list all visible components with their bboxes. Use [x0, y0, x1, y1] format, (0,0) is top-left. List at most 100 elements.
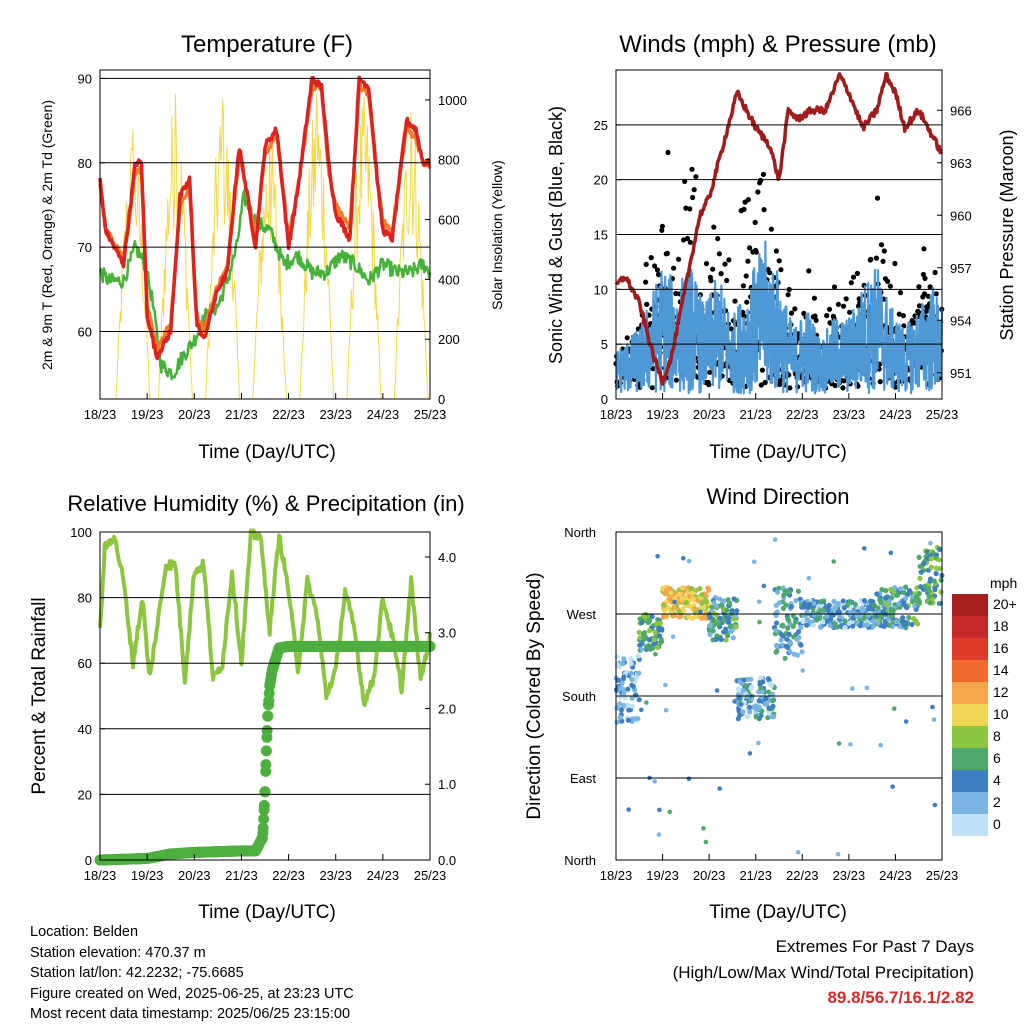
y-tick-label: 957 [950, 261, 972, 276]
direction-point [902, 620, 909, 626]
wdir-x-ticks: 18/23 19/23 20/23 21/23 22/23 23/23 24/23 25/23 [600, 854, 959, 883]
gust-point [887, 283, 894, 289]
direction-point [723, 637, 729, 643]
direction-point [888, 550, 894, 556]
colorbar-swatch [952, 770, 988, 792]
direction-point [711, 600, 717, 605]
gust-point [687, 239, 693, 245]
direction-point [651, 637, 657, 643]
direction-point [724, 607, 730, 613]
gust-point [673, 290, 679, 297]
direction-point [882, 622, 888, 628]
x-tick-label: 23/23 [319, 407, 352, 422]
wdir-ylabel: Direction (Colored By Speed) [524, 572, 545, 819]
direction-point [800, 618, 806, 625]
gust-point [832, 382, 838, 389]
direction-point [773, 628, 779, 634]
x-tick-label: 24/23 [879, 407, 912, 422]
direction-point [639, 647, 645, 652]
gust-point [745, 258, 751, 264]
colorbar-label: 16 [993, 640, 1009, 656]
gust-point [687, 206, 693, 212]
direction-point [866, 612, 872, 618]
precip-point [262, 710, 274, 722]
temperature-x-ticks: 18/23 19/23 20/23 21/23 22/23 23/23 24/23 25/23 [84, 393, 446, 422]
gust-point [873, 255, 880, 261]
rh-xlabel: Time (Day/UTC) [198, 902, 336, 923]
direction-point [918, 584, 924, 590]
wdir-title: Wind Direction [706, 484, 849, 509]
y-tick-label: 60 [78, 325, 92, 340]
direction-point [644, 700, 649, 705]
direction-point [932, 802, 938, 808]
direction-point [668, 590, 674, 596]
direction-point [771, 714, 777, 720]
colorbar-label: 0 [993, 816, 1001, 832]
direction-point [714, 688, 720, 693]
direction-point [840, 598, 846, 604]
direction-point [787, 589, 793, 595]
y-tick-label: 60 [78, 656, 92, 671]
x-tick-label: 18/23 [84, 407, 117, 422]
temperature-plot-area [98, 75, 432, 400]
direction-point [818, 599, 824, 605]
colorbar-swatch [952, 748, 988, 770]
direction-point [804, 622, 810, 628]
direction-point [614, 654, 620, 660]
direction-point [617, 701, 623, 707]
winds-ylabel: Sonic Wind & Gust (Blue, Black) [546, 106, 566, 364]
direction-point [861, 607, 867, 613]
precip-point [258, 800, 270, 811]
solar-insolation-line [299, 93, 335, 400]
x-tick-label: 25/23 [926, 868, 959, 883]
colorbar-swatch [952, 638, 988, 660]
colorbar-swatch [952, 594, 988, 616]
precip-point [260, 765, 272, 777]
gust-point [881, 248, 887, 254]
gust-point [778, 267, 784, 273]
y-tick-label: 0 [438, 392, 445, 407]
gust-point [854, 270, 861, 276]
direction-point [785, 625, 791, 631]
direction-point [927, 600, 933, 606]
precip-point [259, 786, 271, 798]
direction-point [721, 598, 727, 604]
direction-point [816, 615, 823, 622]
direction-point [625, 686, 631, 692]
solar-insolation-line [158, 93, 193, 400]
direction-point [761, 583, 767, 589]
rh-y-ticks: 0 20 40 60 80 100 [70, 525, 430, 868]
direction-point [707, 632, 713, 638]
direction-point [776, 600, 783, 606]
direction-point [794, 636, 800, 643]
direction-point [784, 636, 790, 642]
gust-point [689, 166, 695, 172]
x-tick-label: 24/23 [367, 868, 400, 883]
gust-point [726, 257, 732, 263]
y-tick-label: 5 [601, 337, 608, 352]
x-tick-label: 23/23 [319, 868, 352, 883]
direction-point [782, 655, 788, 661]
gust-point [691, 187, 697, 193]
winds-xlabel: Time (Day/UTC) [709, 442, 847, 463]
direction-point [926, 594, 932, 600]
x-tick-label: 20/23 [693, 868, 726, 883]
colorbar-swatch [952, 726, 988, 748]
direction-point [649, 614, 655, 620]
direction-point [928, 564, 934, 570]
x-tick-label: 21/23 [225, 868, 258, 883]
gust-point [920, 271, 927, 278]
direction-point [762, 696, 769, 702]
direction-point [795, 850, 801, 855]
direction-point [886, 622, 893, 628]
station-elevation: Station elevation: 470.37 m [30, 944, 206, 961]
gust-point [665, 149, 671, 156]
direction-point [747, 709, 753, 715]
direction-point [703, 839, 709, 845]
direction-point [629, 676, 635, 683]
direction-point [646, 637, 653, 643]
direction-point [686, 614, 692, 620]
gust-point [813, 317, 819, 323]
direction-point [936, 557, 942, 563]
y-tick-label: 2.0 [438, 701, 456, 716]
